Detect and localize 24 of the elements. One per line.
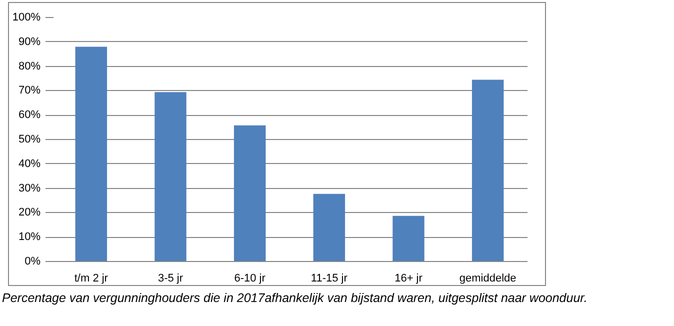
x-tick-label: t/m 2 jr [74, 272, 108, 284]
y-tick-label: 80% [18, 60, 41, 72]
x-tick-label: 11-15 jr [310, 272, 348, 284]
text: Percentage van vergunninghouders die in 2017afhankelijk van bijstand waren, uitgesplitst naar woonduur. [2, 291, 588, 305]
bar [472, 80, 504, 262]
y-tick-label: 40% [18, 158, 41, 170]
x-tick-label: 3-5 jr [158, 272, 184, 284]
x-tick-label: gemiddelde [459, 272, 516, 284]
bar [154, 92, 186, 262]
bar [75, 46, 108, 262]
x-tick-label: 16+ jr [394, 272, 423, 284]
y-tick-label: 0% [24, 256, 41, 268]
x-tick-label: 6-10 jr [234, 272, 266, 284]
y-tick-label: 70% [18, 84, 41, 97]
y-tick-label: 30% [18, 182, 41, 194]
y-tick-label: 100% [12, 12, 41, 24]
bar [313, 194, 346, 262]
y-tick-label: 20% [18, 206, 41, 219]
y-tick-label: 60% [18, 109, 41, 122]
bar [392, 216, 424, 262]
y-tick-label: 90% [18, 36, 41, 48]
y-tick-label: 50% [18, 134, 41, 146]
y-tick-label: 10% [18, 231, 41, 244]
bar [234, 125, 266, 262]
